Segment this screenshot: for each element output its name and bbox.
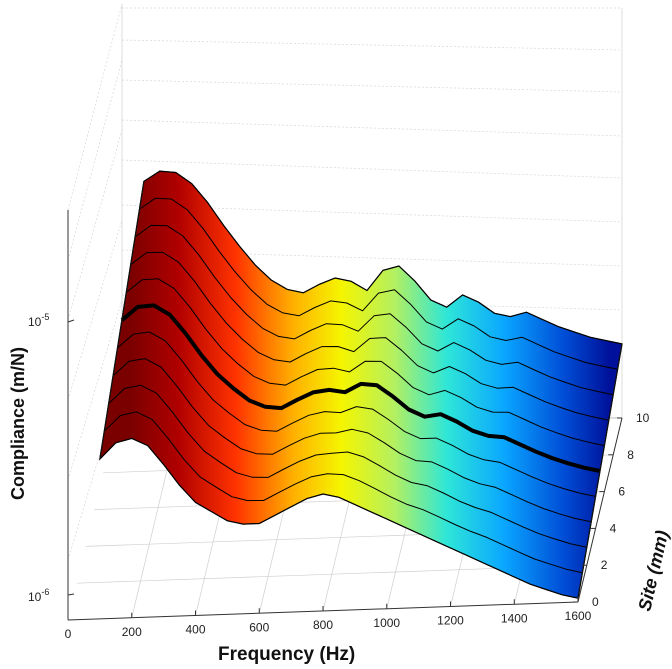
x-tick-label: 1600 — [565, 609, 592, 623]
site-curve — [143, 170, 623, 345]
compliance-surface — [99, 170, 623, 599]
back-grid-line — [121, 294, 623, 311]
site-curve — [103, 411, 583, 574]
site-curve — [99, 437, 579, 599]
x-tick-label: 800 — [313, 618, 333, 632]
site-curve — [112, 358, 592, 523]
site-curve — [134, 224, 614, 396]
y-tick-label: 0 — [592, 595, 599, 609]
x-tick-label: 600 — [249, 620, 269, 634]
z-axis-label: Compliance (m/N) — [8, 347, 28, 500]
y-tick-label: 6 — [618, 485, 625, 499]
side-grid-line — [67, 299, 123, 481]
highlighted-site-curve — [120, 303, 601, 473]
x-tick-label: 200 — [122, 625, 142, 639]
site-curve — [108, 384, 587, 548]
surface-edge — [99, 181, 145, 460]
x-tick-label: 0 — [65, 627, 72, 641]
back-grid-line — [121, 79, 623, 93]
side-grid-line — [67, 129, 123, 321]
back-grid-line — [121, 249, 623, 267]
side-grid-line — [67, 219, 123, 401]
y-axis-label: Site (mm) — [634, 528, 672, 612]
y-tick-label: 2 — [601, 558, 608, 572]
x-ticks: 0 200 400 600 800 1000 1200 1400 1600 — [65, 597, 592, 641]
x-tick-label: 400 — [185, 623, 205, 637]
x-axis-label: Frequency (Hz) — [218, 644, 355, 665]
y-tick-label: 8 — [627, 448, 634, 462]
back-grid-line — [121, 159, 623, 179]
x-tick-label: 1400 — [501, 611, 528, 625]
svg-text:10-6: 10-6 — [28, 587, 49, 604]
site-curve — [117, 331, 596, 497]
site-curve — [130, 251, 609, 421]
side-grid-line — [67, 59, 123, 261]
y-axis-line — [577, 417, 623, 603]
site-curve — [125, 278, 605, 447]
back-grid-line — [121, 204, 623, 223]
svg-text:10-5: 10-5 — [28, 312, 49, 329]
y-ticks: 0 2 4 6 8 10 — [573, 411, 650, 609]
z-tick-1e-6: 10-6 — [28, 587, 75, 604]
back-grid-line — [121, 119, 623, 137]
side-grid-line — [67, 3, 123, 211]
y-tick-label: 10 — [636, 411, 650, 425]
y-tick-label: 4 — [610, 521, 617, 535]
surface-edge — [577, 343, 623, 599]
x-tick-label: 1200 — [437, 614, 464, 628]
back-grid-line — [121, 39, 623, 51]
z-tick-1e-5: 10-5 — [28, 312, 75, 329]
x-tick-label: 1000 — [373, 616, 400, 630]
site-curve — [139, 197, 618, 370]
